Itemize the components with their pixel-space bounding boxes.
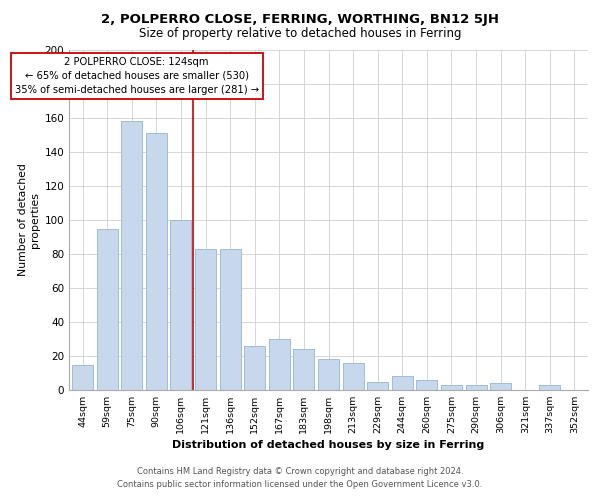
Bar [121, 122, 142, 390]
Bar [441, 385, 462, 390]
Bar [466, 385, 487, 390]
Bar [318, 360, 339, 390]
Bar [97, 228, 118, 390]
Bar [416, 380, 437, 390]
Text: Contains HM Land Registry data © Crown copyright and database right 2024.
Contai: Contains HM Land Registry data © Crown c… [118, 468, 482, 489]
Bar [269, 339, 290, 390]
Bar [72, 364, 93, 390]
Text: Size of property relative to detached houses in Ferring: Size of property relative to detached ho… [139, 28, 461, 40]
Bar [539, 385, 560, 390]
Bar [343, 363, 364, 390]
Bar [293, 349, 314, 390]
Text: 2, POLPERRO CLOSE, FERRING, WORTHING, BN12 5JH: 2, POLPERRO CLOSE, FERRING, WORTHING, BN… [101, 12, 499, 26]
X-axis label: Distribution of detached houses by size in Ferring: Distribution of detached houses by size … [172, 440, 485, 450]
Bar [220, 249, 241, 390]
Text: 2 POLPERRO CLOSE: 124sqm
← 65% of detached houses are smaller (530)
35% of semi-: 2 POLPERRO CLOSE: 124sqm ← 65% of detach… [14, 57, 259, 95]
Bar [244, 346, 265, 390]
Bar [146, 134, 167, 390]
Y-axis label: Number of detached
properties: Number of detached properties [18, 164, 40, 276]
Bar [170, 220, 191, 390]
Bar [367, 382, 388, 390]
Bar [195, 249, 216, 390]
Bar [490, 383, 511, 390]
Bar [392, 376, 413, 390]
